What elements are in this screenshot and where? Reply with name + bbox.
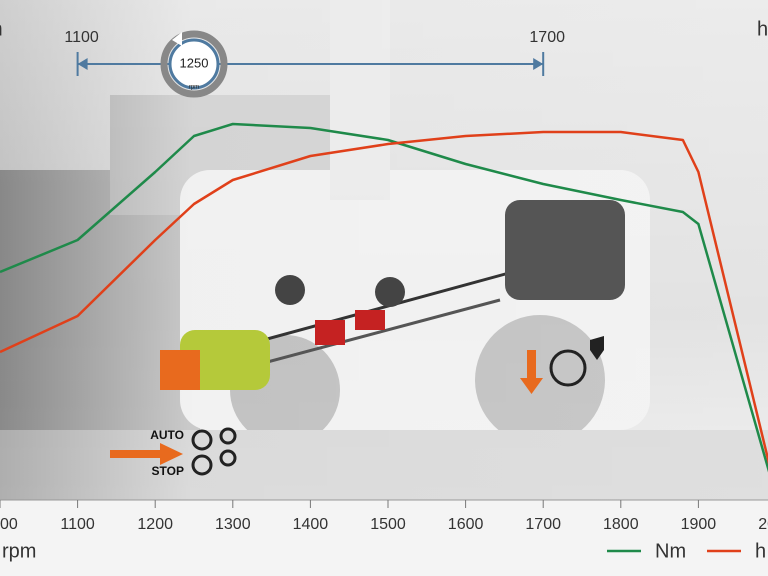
auto-stop-icon	[110, 427, 237, 476]
arrow-head	[533, 58, 544, 70]
x-tick-label: 1600	[448, 516, 484, 533]
x-tick-label: 1200	[137, 516, 173, 533]
arrow-head	[77, 58, 88, 70]
x-axis-title: rpm	[2, 540, 36, 562]
gauge-value: 1250	[180, 55, 209, 70]
footer-band	[0, 500, 768, 576]
y2-axis-title: h	[757, 18, 768, 40]
x-tick-label: 2000	[758, 516, 768, 533]
x-tick-label: 1700	[525, 516, 561, 533]
drivetrain	[160, 200, 625, 390]
x-tick-label: 1500	[370, 516, 406, 533]
x-tick-label: 1300	[215, 516, 251, 533]
range-label: 1700	[529, 29, 565, 46]
x-tick-label: 1800	[603, 516, 639, 533]
gauge-pointer	[172, 32, 182, 46]
x-tick-label: 1000	[0, 516, 18, 533]
engine-icon	[520, 336, 604, 394]
x-tick-label: 1100	[60, 516, 95, 533]
annotation: AUTO	[150, 428, 184, 442]
gauge-ring	[160, 30, 228, 98]
gauge-unit: rpm	[189, 85, 199, 91]
annotation: STOP	[152, 464, 184, 478]
series-line	[0, 130, 768, 465]
legend-label: h	[755, 540, 766, 562]
x-tick-label: 1900	[681, 516, 717, 533]
range-label: 1100	[64, 29, 99, 46]
series-line	[0, 122, 768, 473]
gauge-face	[168, 38, 220, 90]
x-tick-label: 1400	[293, 516, 329, 533]
y-axis-title: m	[0, 18, 3, 40]
legend-label: Nm	[655, 540, 686, 562]
